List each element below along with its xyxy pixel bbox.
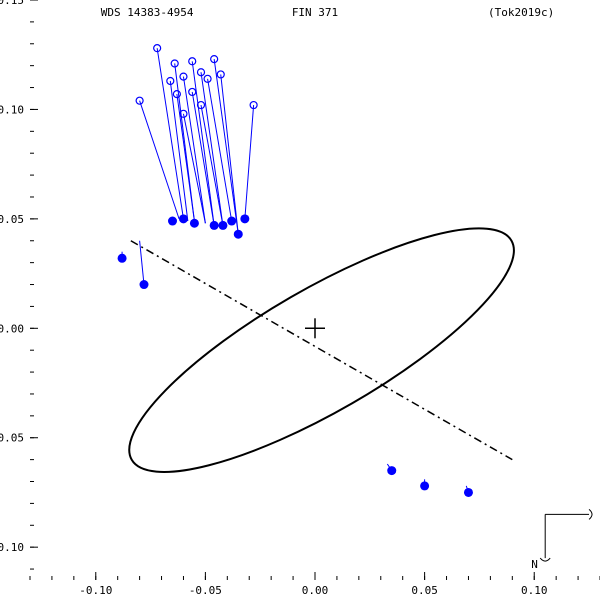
observation-point-filled: [168, 217, 177, 226]
compass-arrow-e: [589, 509, 592, 519]
title-right: (Tok2019c): [488, 6, 554, 19]
compass-arrow-n: [540, 558, 550, 561]
x-tick-label: -0.05: [189, 584, 222, 597]
x-tick-label: 0.00: [302, 584, 329, 597]
observation-point-filled: [420, 481, 429, 490]
observation-point-filled: [179, 214, 188, 223]
residual-line: [245, 105, 254, 219]
title-left: WDS 14383-4954: [101, 6, 194, 19]
y-tick-label: 0.10: [0, 103, 24, 116]
y-tick-label: 0.15: [0, 0, 24, 7]
y-tick-label: 0.05: [0, 213, 24, 226]
x-tick-label: 0.05: [411, 584, 438, 597]
observation-point-filled: [218, 221, 227, 230]
compass-label-n: N: [531, 558, 538, 571]
title-center: FIN 371: [292, 6, 338, 19]
residual-line: [214, 59, 238, 234]
line-of-nodes: [131, 241, 512, 460]
observation-point-filled: [140, 280, 149, 289]
x-tick-label: -0.10: [79, 584, 112, 597]
observation-point-filled: [387, 466, 396, 475]
x-tick-label: 0.10: [521, 584, 548, 597]
observation-point-filled: [240, 214, 249, 223]
orbit-plot: -0.10 -0.05 0.00 0.05 0.10 -0.10 -0.05 -0.00 0.0…: [0, 0, 600, 600]
y-tick-label: -0.05: [0, 432, 24, 445]
observation-point-filled: [227, 217, 236, 226]
observation-point-filled: [464, 488, 473, 497]
observation-point-filled: [210, 221, 219, 230]
observation-point-filled: [118, 254, 127, 263]
observation-point-filled: [234, 230, 243, 239]
residual-line: [140, 101, 179, 219]
observation-point-filled: [190, 219, 199, 228]
chart-root: -0.10 -0.05 0.00 0.05 0.10 -0.10 -0.05 -0.00 0.0…: [0, 0, 600, 600]
y-tick-label: -0.00: [0, 322, 24, 335]
y-tick-label: -0.10: [0, 541, 24, 554]
